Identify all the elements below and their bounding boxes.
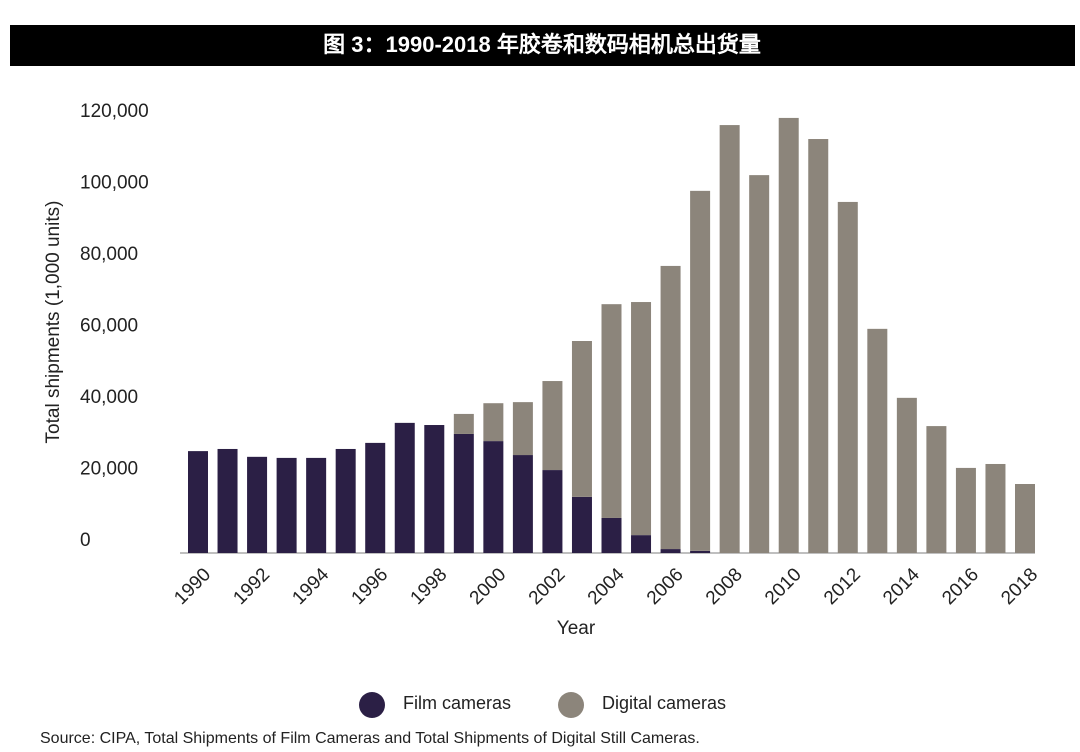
bar-segment xyxy=(601,517,622,553)
bar-segment xyxy=(542,381,563,471)
bar-segment xyxy=(867,328,888,553)
bar-segment xyxy=(808,139,829,553)
bar-segment xyxy=(719,125,740,553)
bar-segment xyxy=(749,175,770,553)
bar-segment xyxy=(837,201,858,553)
bar-segment xyxy=(601,304,622,518)
x-tick-label: 1994 xyxy=(288,564,333,609)
bar-segment xyxy=(571,496,592,553)
x-tick-label: 1996 xyxy=(348,564,393,609)
y-tick-label: 100,000 xyxy=(80,173,149,194)
bar-segment xyxy=(306,457,327,553)
bar-segment xyxy=(247,456,268,553)
bar-segment xyxy=(926,426,947,553)
x-tick-label: 2000 xyxy=(466,564,511,609)
legend-label: Film cameras xyxy=(403,693,511,713)
y-tick-label: 40,000 xyxy=(80,387,138,408)
bar-segment xyxy=(188,451,208,553)
bar-segment xyxy=(335,448,356,553)
bar-segment xyxy=(394,422,415,553)
bar-segment xyxy=(453,413,474,434)
bar-segment xyxy=(365,442,386,553)
y-axis-title: Total shipments (1,000 units) xyxy=(43,201,64,444)
bar-segment xyxy=(1015,484,1035,553)
x-tick-label: 2012 xyxy=(820,564,865,609)
x-tick-label: 2006 xyxy=(643,564,688,609)
chart-title: 图 3：1990-2018 年胶卷和数码相机总出货量 xyxy=(323,32,761,57)
legend-marker xyxy=(359,692,385,718)
bar-segment xyxy=(276,457,297,553)
x-tick-label: 2002 xyxy=(525,564,570,609)
bar-segment xyxy=(660,549,681,553)
legend-marker xyxy=(558,692,585,718)
x-axis-title: Year xyxy=(557,618,596,639)
bar-segment xyxy=(217,448,238,553)
bar-segment xyxy=(483,403,504,442)
x-tick-label: 2018 xyxy=(997,564,1042,609)
y-tick-label: 60,000 xyxy=(80,316,138,337)
bar-segment xyxy=(690,190,711,551)
x-tick-label: 2010 xyxy=(761,564,806,609)
y-tick-label: 20,000 xyxy=(80,459,138,480)
x-tick-label: 1992 xyxy=(229,564,274,609)
bar-segment xyxy=(453,433,474,553)
bar-segment xyxy=(512,402,533,456)
legend-label: Digital cameras xyxy=(602,693,726,713)
bar-segment xyxy=(896,397,917,553)
bar-segment xyxy=(955,467,976,553)
bar-segment xyxy=(483,441,504,553)
y-tick-label: 120,000 xyxy=(80,101,149,122)
x-tick-label: 1998 xyxy=(407,564,452,609)
bar-segment xyxy=(660,265,681,550)
y-tick-label: 80,000 xyxy=(80,244,138,265)
x-tick-label: 2004 xyxy=(584,564,629,609)
bar-segment xyxy=(571,341,592,497)
x-tick-label: 1990 xyxy=(170,564,215,609)
bar-segment xyxy=(985,463,1006,553)
x-tick-label: 2016 xyxy=(938,564,983,609)
bar-segment xyxy=(542,470,563,553)
bar-segment xyxy=(631,535,652,553)
x-tick-label: 2014 xyxy=(879,564,924,609)
bar-segment xyxy=(778,117,799,554)
x-tick-label: 2008 xyxy=(702,564,747,609)
bar-segment xyxy=(512,455,533,553)
y-tick-label: 0 xyxy=(80,530,91,551)
title-bar xyxy=(10,25,1075,66)
bar-segment xyxy=(424,425,445,553)
bar-segment xyxy=(690,550,711,553)
source-note: Source: CIPA, Total Shipments of Film Ca… xyxy=(40,730,700,747)
bar-segment xyxy=(631,302,652,536)
